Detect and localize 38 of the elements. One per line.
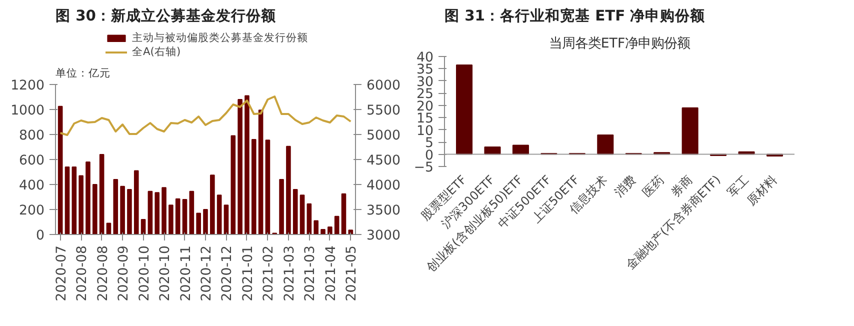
y2-tick-label: 3500 <box>366 204 400 218</box>
x-tick-label: 2020-08 <box>75 245 90 302</box>
y2-tick-label: 4500 <box>366 154 400 168</box>
y-tick-label: 800 <box>19 128 45 144</box>
x-tick-label: 2020-07 <box>54 245 70 302</box>
text: 单位：亿元 <box>56 66 110 80</box>
y-tick-label: 1200 <box>10 78 45 94</box>
y-tick-label: 0 <box>36 228 45 244</box>
chart-title: 图 31：各行业和宽基 ETF 净申购份额 <box>444 6 706 24</box>
y2-tick-label: 4000 <box>366 178 400 194</box>
x-tick-label: 2020-10 <box>137 245 152 302</box>
y2-tick-label: 6000 <box>366 78 400 94</box>
y-tick-label: 200 <box>19 204 45 218</box>
y2-tick-label: 3000 <box>366 228 400 244</box>
x-tick-label: 2021-05 <box>344 245 360 302</box>
x-tick-label: 2021-01 <box>240 245 256 302</box>
x-tick-label: 医药 <box>640 172 667 200</box>
y2-tick-label: 5500 <box>366 104 400 118</box>
x-tick-label: 2021-04 <box>324 245 339 302</box>
x-tick-label: 2020-12 <box>220 245 236 302</box>
x-tick-label: 2020-08 <box>96 245 111 302</box>
x-tick-label: 2020-12 <box>200 245 214 302</box>
y-tick-label: 600 <box>19 154 45 168</box>
x-tick-label: 2021-03 <box>282 245 298 302</box>
x-tick-label: 消费 <box>612 172 639 200</box>
chart-title: 图 30：新成立公募基金发行份额 <box>56 6 277 24</box>
x-tick-label: 2020-09 <box>116 245 132 302</box>
y2-tick-label: 5000 <box>366 128 400 144</box>
legend-label: 全A(右轴) <box>132 45 181 59</box>
x-tick-label: 2021-02 <box>262 245 277 302</box>
y-tick-label: 400 <box>19 178 45 194</box>
y-tick-label: −5 <box>414 160 434 176</box>
y-tick-label: 1000 <box>10 104 45 118</box>
x-tick-label: 2020-10 <box>158 245 174 302</box>
x-tick-label: 2021-03 <box>303 245 318 302</box>
chart-subtitle: 当周各类ETF净申购份额 <box>548 36 690 52</box>
legend-label: 主动与被动偏股类公募基金发行份额 <box>132 31 308 45</box>
x-tick-label: 2020-11 <box>178 245 194 302</box>
